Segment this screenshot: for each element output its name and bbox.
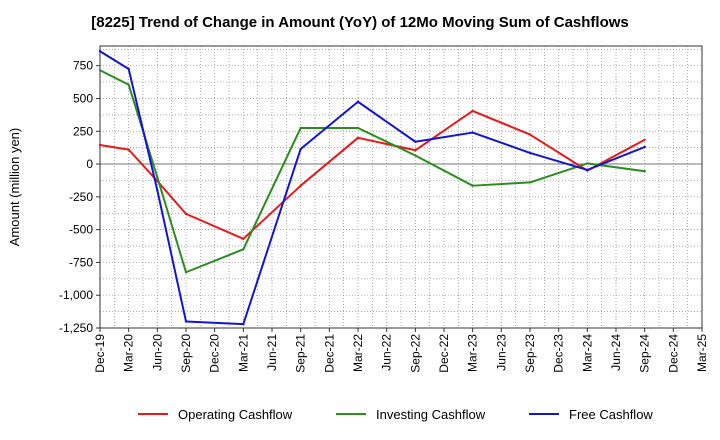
operating-cashflow-point: [471, 109, 474, 113]
y-tick-label: -1,000: [59, 288, 93, 302]
operating-cashflow-point: [414, 149, 417, 152]
investing-cashflow-point: [98, 69, 102, 72]
y-tick-label: -750: [69, 255, 93, 269]
grid-layer: [99, 46, 703, 329]
x-tick-label: Mar-22: [351, 334, 365, 372]
x-tick-label: Mar-23: [466, 334, 480, 372]
operating-cashflow-point: [98, 143, 102, 147]
operating-cashflow-point: [184, 212, 188, 216]
x-tick-label: Mar-21: [236, 334, 250, 372]
y-tick-label: 500: [73, 91, 93, 105]
operating-cashflow-point: [528, 133, 532, 136]
x-tick-label: Jun-20: [150, 334, 164, 371]
free-cashflow-point: [184, 320, 188, 323]
y-tick-label: 750: [73, 59, 93, 73]
investing-cashflow-legend-label: Investing Cashflow: [376, 407, 486, 422]
x-tick-label: Jun-22: [380, 334, 394, 371]
x-tick-label: Sep-22: [408, 334, 422, 373]
y-tick-label: 0: [86, 157, 93, 171]
operating-cashflow-point: [299, 184, 302, 187]
x-tick-label: Sep-20: [179, 334, 193, 373]
free-cashflow-point: [299, 147, 302, 151]
series-layer: [98, 50, 646, 326]
free-cashflow-point: [356, 100, 360, 103]
free-cashflow-legend-label: Free Cashflow: [569, 407, 653, 422]
x-tick-label: Dec-23: [552, 334, 566, 373]
free-cashflow-point: [643, 145, 646, 149]
x-tick-label: Dec-20: [208, 334, 222, 373]
investing-cashflow-point: [356, 126, 360, 130]
x-tick-label: Jun-21: [265, 334, 279, 371]
x-tick-label: Mar-25: [695, 334, 709, 372]
x-tick-label: Sep-24: [638, 334, 652, 373]
x-tick-label: Dec-22: [437, 334, 451, 373]
x-tick-label: Sep-23: [523, 334, 537, 373]
x-tick-label: Dec-19: [93, 334, 107, 373]
investing-cashflow-point: [643, 170, 646, 173]
investing-cashflow-point: [414, 154, 417, 157]
investing-cashflow-point: [528, 181, 532, 184]
plot-frame: [99, 45, 703, 329]
operating-cashflow-legend-label: Operating Cashflow: [178, 407, 293, 422]
x-tick-label: Jun-24: [609, 334, 623, 371]
x-tick-label: Dec-24: [666, 334, 680, 373]
chart-title: [8225] Trend of Change in Amount (YoY) o…: [91, 14, 629, 31]
x-tick-label: Dec-21: [322, 334, 336, 373]
free-cashflow-point: [127, 67, 130, 71]
free-cashflow-point: [414, 140, 417, 143]
y-tick-label: -1,250: [59, 321, 93, 335]
operating-cashflow-point: [643, 138, 646, 141]
free-cashflow-point: [156, 189, 159, 192]
operating-cashflow-point: [242, 237, 245, 241]
investing-cashflow-line: [99, 69, 645, 274]
y-tick-label: 250: [73, 124, 93, 138]
y-axis-title: Amount (million yen): [7, 128, 22, 247]
free-cashflow-line: [99, 50, 646, 326]
investing-cashflow-point: [156, 175, 159, 179]
free-cashflow-point: [528, 151, 532, 155]
free-cashflow-point: [98, 50, 102, 53]
free-cashflow-point: [242, 322, 245, 326]
investing-cashflow-point: [586, 162, 589, 165]
axis-layer: 750 500 250 0 -250 -500 -750 -1,000 -1,250Dec-19…: [7, 45, 709, 373]
investing-cashflow-point: [471, 184, 474, 187]
investing-cashflow-point: [299, 126, 302, 130]
free-cashflow-point: [586, 168, 589, 172]
investing-cashflow-point: [184, 271, 188, 274]
legend: Operating Cashflow Investing Cashflow Free…: [138, 407, 653, 422]
y-tick-label: -250: [69, 190, 93, 204]
y-tick-label: -500: [69, 223, 93, 237]
x-tick-label: Mar-24: [580, 334, 594, 372]
investing-cashflow-point: [242, 248, 245, 251]
x-tick-label: Sep-21: [294, 334, 308, 373]
free-cashflow-point: [471, 131, 474, 134]
operating-cashflow-point: [127, 148, 130, 151]
x-tick-label: Jun-23: [494, 334, 508, 371]
operating-cashflow-point: [356, 136, 360, 140]
x-tick-label: Mar-20: [122, 334, 136, 372]
operating-cashflow-line: [99, 109, 646, 240]
investing-cashflow-point: [127, 83, 130, 86]
